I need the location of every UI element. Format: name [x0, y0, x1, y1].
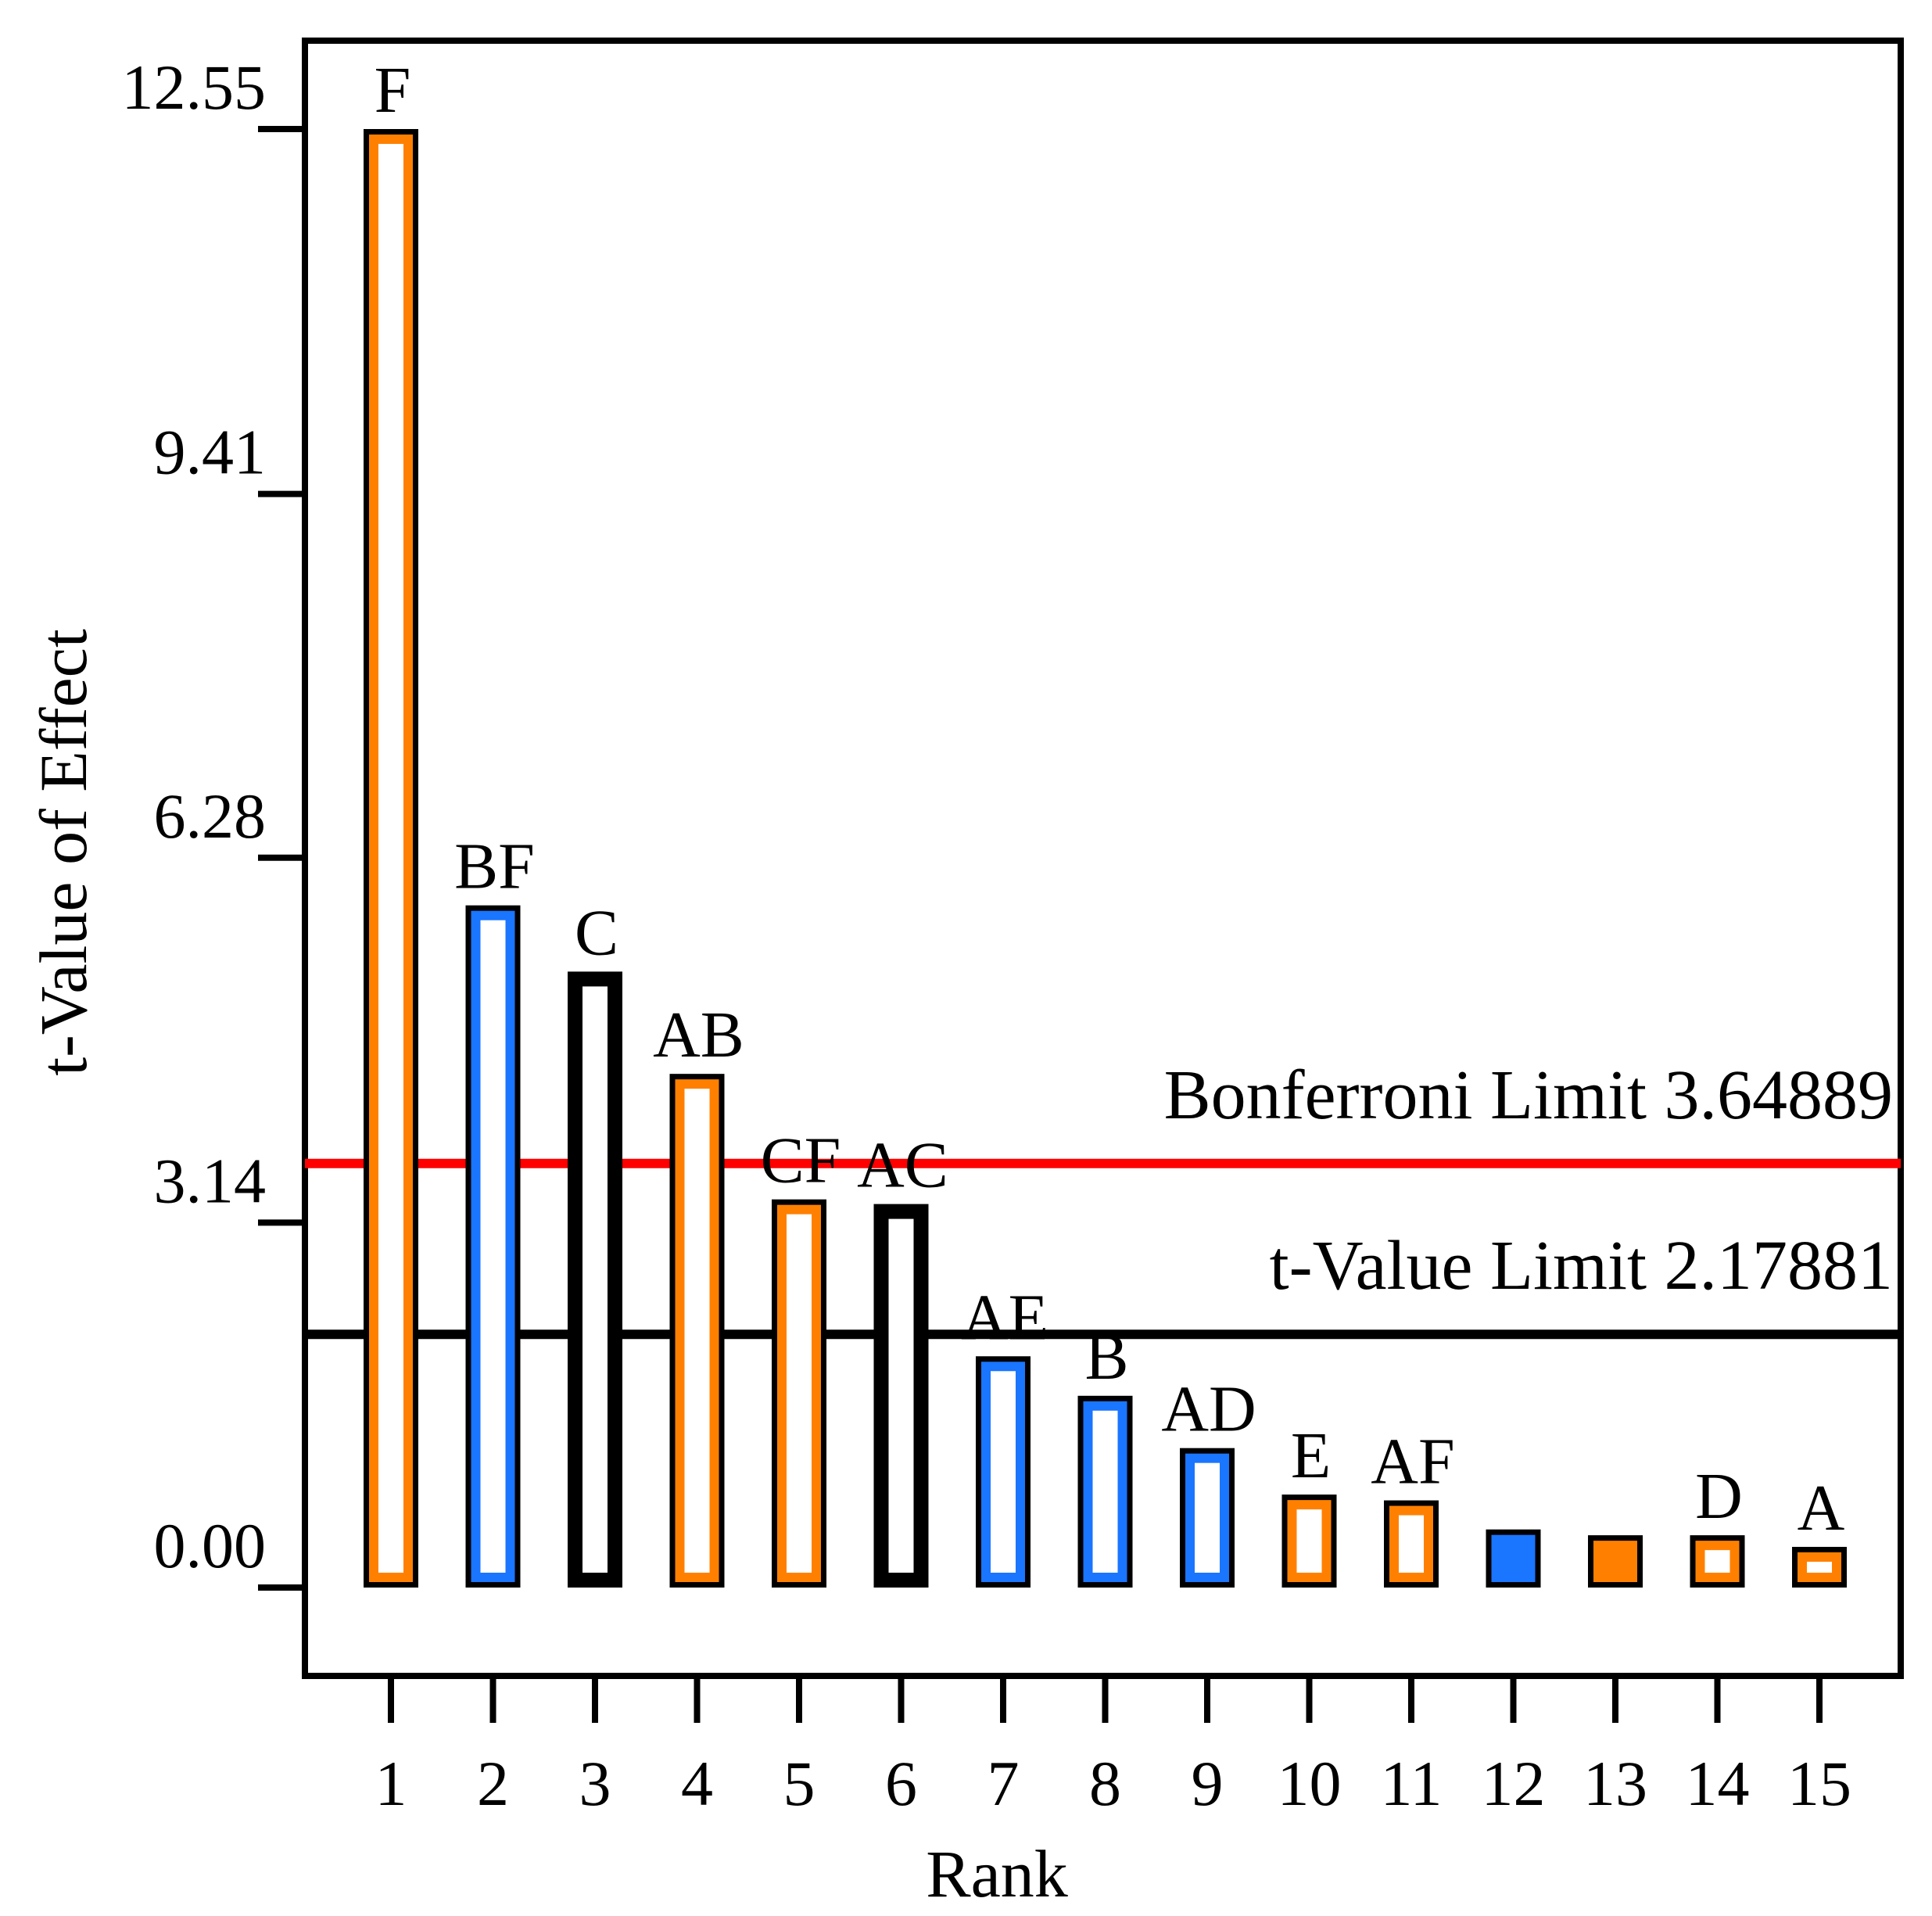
bar-label: F	[375, 54, 411, 127]
x-tick-label: 6	[885, 1748, 917, 1819]
bar-label: AC	[857, 1129, 948, 1202]
bar-core	[1195, 1462, 1220, 1573]
x-tick-label: 5	[783, 1748, 815, 1819]
bar: CF	[761, 1125, 841, 1588]
bar: F	[364, 54, 418, 1588]
x-tick-label: 12	[1482, 1748, 1546, 1819]
x-tick-label: 4	[681, 1748, 713, 1819]
x-tick-label: 8	[1089, 1748, 1121, 1819]
bar-label: BF	[454, 831, 535, 903]
bar-core	[787, 1214, 812, 1573]
x-tick-label: 2	[477, 1748, 509, 1819]
bar-label: E	[1291, 1419, 1331, 1492]
y-tick-label: 6.28	[154, 780, 267, 852]
bar-core	[1092, 1410, 1118, 1573]
x-tick-label: 10	[1278, 1748, 1342, 1819]
bar: AF	[1371, 1426, 1455, 1588]
x-axis: 1 2 3 4 5 6 7 8 9 10 11 12 13 14 15	[375, 1676, 1851, 1819]
bar-core	[991, 1371, 1016, 1573]
bar-core	[480, 920, 506, 1573]
bar-core	[582, 986, 608, 1573]
y-tick-label: 9.41	[154, 417, 267, 488]
y-tick-label: 3.14	[154, 1145, 267, 1216]
x-tick-label: 14	[1686, 1748, 1750, 1819]
bar-core	[888, 1218, 914, 1573]
bar-core	[1807, 1561, 1832, 1573]
bar-label: CF	[761, 1125, 841, 1197]
limit-label: Bonferroni Limit 3.64889	[1164, 1057, 1893, 1134]
bar-label: AF	[1371, 1426, 1454, 1498]
bar: B	[1077, 1321, 1133, 1588]
bar: D	[1690, 1460, 1745, 1588]
bar-label: C	[575, 896, 618, 969]
y-tick-label: 12.55	[122, 52, 267, 123]
x-tick-label: 7	[988, 1748, 1020, 1819]
bar-label: D	[1695, 1460, 1743, 1533]
x-tick-label: 1	[375, 1748, 407, 1819]
limit-label: t-Value Limit 2.17881	[1270, 1227, 1893, 1304]
bar-label: A	[1798, 1472, 1845, 1545]
x-tick-label: 3	[579, 1748, 611, 1819]
bar-core	[1296, 1509, 1322, 1573]
bar	[1486, 1529, 1541, 1588]
x-tick-label: 11	[1381, 1748, 1443, 1819]
bar: BF	[454, 831, 535, 1588]
y-tick-label: 0.00	[154, 1510, 267, 1581]
bar-core	[378, 144, 403, 1573]
bar-label: B	[1084, 1321, 1128, 1394]
bar: A	[1792, 1472, 1847, 1588]
x-tick-label: 9	[1192, 1748, 1224, 1819]
bar-fill	[1593, 1541, 1637, 1582]
bar: AC	[857, 1129, 948, 1588]
bar-label: AE	[961, 1281, 1048, 1354]
bar-fill	[1491, 1534, 1536, 1582]
x-tick-label: 13	[1583, 1748, 1647, 1819]
y-axis: 0.00 3.14 6.28 9.41 12.55	[122, 52, 305, 1591]
bar: AE	[961, 1281, 1048, 1588]
bar: AD	[1161, 1373, 1256, 1588]
bar: E	[1281, 1419, 1337, 1588]
bar-label: AD	[1161, 1373, 1256, 1446]
x-axis-title: Rank	[926, 1836, 1068, 1911]
bar-core	[684, 1089, 710, 1573]
limit-lines: Bonferroni Limit 3.64889 t-Value Limit 2.…	[305, 1057, 1901, 1340]
bar-label: AB	[653, 999, 744, 1071]
bar: C	[568, 896, 622, 1588]
bar	[1588, 1535, 1643, 1588]
bar-core	[1704, 1550, 1730, 1573]
y-axis-title: t-Value of Effect	[26, 629, 101, 1076]
x-tick-label: 15	[1787, 1748, 1851, 1819]
bar-core	[1399, 1515, 1424, 1573]
bar: AB	[653, 999, 744, 1588]
